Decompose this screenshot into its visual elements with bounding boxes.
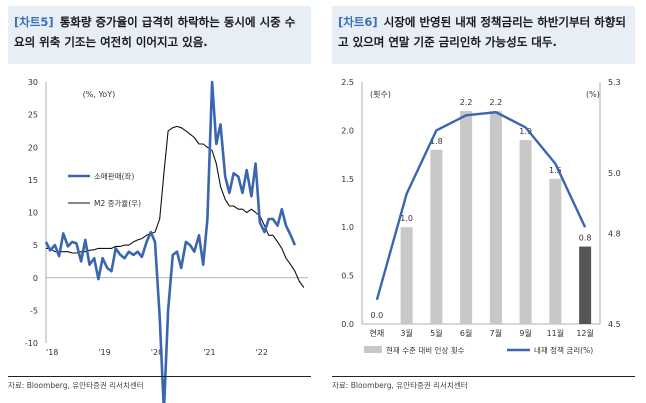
line-chart: -10 -5 0 5 10 15 20 25 30 '18 '19 '20 '21 '22 (%, YoY)… [25,78,308,403]
unit-label: (%, YoY) [83,90,116,99]
y-tick-label: 20 [28,143,38,152]
y-tick-label: -10 [25,339,38,348]
y-tick-label: 10 [28,209,38,218]
y-tick-label: 25 [28,111,38,120]
chart-title: [차트5] 통화량 증가율이 급격히 하락하는 동시에 시중 수요의 위축 기조… [14,12,305,52]
y-tick-label: 30 [28,78,38,87]
chart-header: [차트6] 시장에 반영된 내재 정책금리는 하반기부터 하향되고 있으며 연말… [332,6,635,64]
legend-retail-label: 소매판매(좌) [94,172,134,181]
series-line-retail [44,80,297,403]
legend-m2-label: M2 증가율(우) [94,199,141,208]
x-tick-label: 9월 [519,328,531,338]
legend-line-label: 내재 정책 금리(%) [534,345,593,355]
bar [519,140,532,324]
x-tick-label: 11월 [547,328,565,338]
chart-panel-left: [차트5] 통화량 증가율이 급격히 하락하는 동시에 시중 수요의 위축 기조… [8,6,311,403]
chart-title-text: 통화량 증가율이 급격히 하락하는 동시에 시중 수요의 위축 기조는 여전히 … [14,15,296,49]
x-tick-label: 12월 [576,328,594,338]
divider [8,376,311,377]
chart-header: [차트5] 통화량 증가율이 급격히 하락하는 동시에 시중 수요의 위축 기조… [8,6,311,64]
y-tick-label-right: 4.8 [608,229,621,238]
bar-line-chart: 0.0 0.5 1.0 1.5 2.0 2.5 4.5 4.8 5.0 5.3 (횟수) (%) 0.0… [341,78,621,355]
x-tick-label: '21 [203,348,215,357]
bar-data-label: 1.9 [519,127,532,136]
chart-title: [차트6] 시장에 반영된 내재 정책금리는 하반기부터 하향되고 있으며 연말… [338,12,629,52]
x-tick-label: 5월 [430,328,442,338]
x-tick-label: '22 [256,348,268,357]
chart-panel-right: [차트6] 시장에 반영된 내재 정책금리는 하반기부터 하향되고 있으며 연말… [332,6,635,396]
right-unit-label: (%) [586,90,600,99]
y-tick-label: 15 [28,176,38,185]
series-line-m2 [46,125,305,288]
chart-tag: [차트5] [14,15,54,29]
x-tick-label: 6월 [460,328,472,338]
bar [460,111,473,324]
x-tick-label: '20 [151,348,163,357]
bar-data-label: 1.8 [430,137,443,146]
bar-data-label: 0.8 [579,234,592,243]
chart-tag: [차트6] [338,15,378,29]
bar [430,149,443,324]
y-tick-label: -5 [30,306,38,315]
y-tick-label-left: 2.5 [341,78,354,87]
source-note: 자료: Bloomberg, 유안타증권 리서치센터 [8,381,144,390]
left-unit-label: (횟수) [370,89,391,99]
bar-data-label: 0.0 [371,311,384,320]
divider [332,376,635,377]
y-tick-label-left: 2.0 [341,126,354,135]
x-tick-label: '19 [98,348,110,357]
bar-data-label: 2.2 [490,98,503,107]
chart-title-text: 시장에 반영된 내재 정책금리는 하반기부터 하향되고 있으며 연말 기준 금리… [338,15,626,49]
bar-data-label: 1.5 [549,166,562,175]
bar-data-label: 1.0 [400,214,413,223]
y-tick-label-left: 1.5 [341,175,354,184]
bar [549,178,562,324]
y-tick-label-left: 0.0 [341,320,354,329]
bar [400,227,413,324]
series-line-implied-rate [375,111,587,301]
x-tick-label: '18 [46,348,58,357]
x-tick-label: 7월 [490,328,502,338]
source-note: 자료: Bloomberg, 유안타증권 리서치센터 [332,381,468,390]
bar [579,246,592,324]
y-tick-label-right: 5.3 [608,78,621,87]
y-tick-label-left: 0.5 [341,272,354,281]
y-tick-label-left: 1.0 [341,223,354,232]
bar [489,111,502,324]
x-tick-label: 현재 [370,329,385,338]
legend-bars-swatch [364,346,382,353]
bar-data-label: 2.2 [460,98,473,107]
y-tick-label: 5 [33,241,38,250]
y-tick-label: 0 [33,274,38,283]
y-tick-label-right: 4.5 [608,320,621,329]
y-tick-label-right: 5.0 [608,169,621,178]
legend-bars-label: 현재 수준 대비 인상 횟수 [386,345,465,355]
x-tick-label: 3월 [400,328,412,338]
